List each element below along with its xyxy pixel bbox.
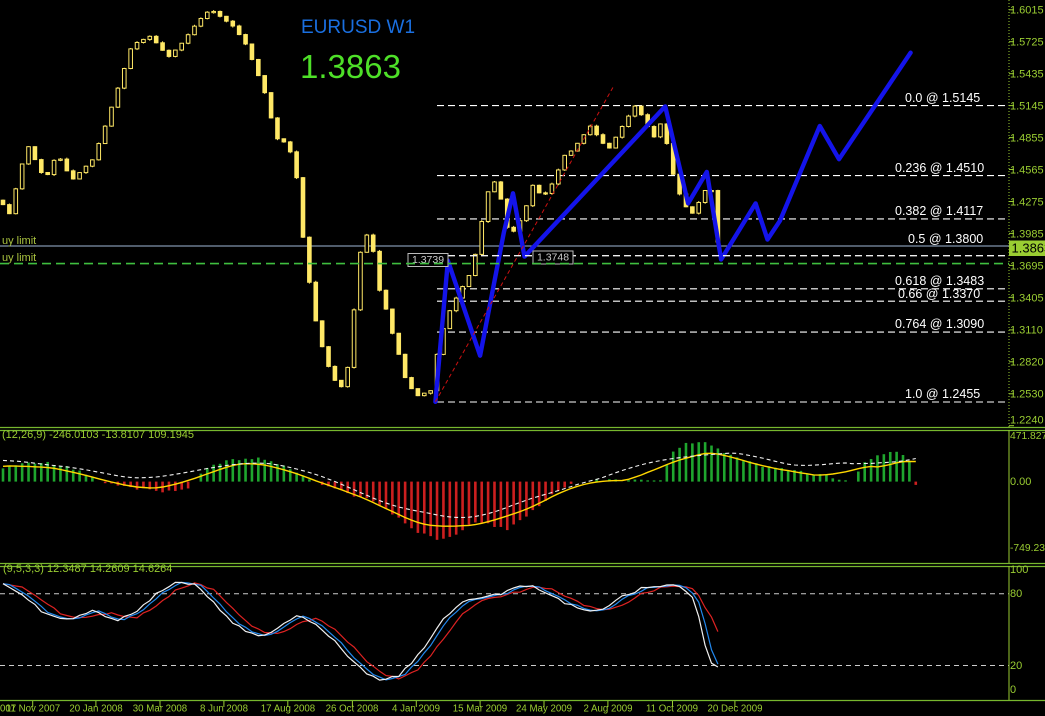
svg-text:1.3863: 1.3863: [300, 48, 401, 85]
svg-text:-749.237: -749.237: [1010, 543, 1045, 554]
svg-text:11 Oct 2009: 11 Oct 2009: [646, 704, 698, 715]
svg-text:EURUSD W1: EURUSD W1: [301, 17, 415, 38]
svg-text:8 Jun 2008: 8 Jun 2008: [200, 704, 248, 715]
svg-text:uy limit: uy limit: [2, 235, 36, 247]
svg-text:D (9,5,3,3) 12.3487 14.2609 14: D (9,5,3,3) 12.3487 14.2609 14.6264: [0, 563, 172, 575]
svg-text:1.4275: 1.4275: [1010, 197, 1044, 209]
svg-text:0.0 @ 1.5145: 0.0 @ 1.5145: [905, 91, 980, 105]
svg-text:1.5435: 1.5435: [1010, 69, 1044, 81]
svg-text:26 Oct 2008: 26 Oct 2008: [326, 704, 379, 715]
svg-text:1.4855: 1.4855: [1010, 133, 1044, 145]
svg-text:15 Mar 2009: 15 Mar 2009: [453, 704, 507, 715]
svg-text:1.3985: 1.3985: [1010, 229, 1044, 241]
svg-text:1.6015: 1.6015: [1010, 5, 1044, 17]
svg-text:0.764 @ 1.3090: 0.764 @ 1.3090: [895, 317, 984, 331]
svg-text:0.5 @ 1.3800: 0.5 @ 1.3800: [908, 232, 983, 246]
svg-text:471.827: 471.827: [1010, 431, 1045, 442]
svg-text:30 Mar 2008: 30 Mar 2008: [133, 704, 187, 715]
svg-text:20: 20: [1010, 660, 1022, 672]
svg-text:1.4565: 1.4565: [1010, 165, 1044, 177]
svg-text:4 Jan 2009: 4 Jan 2009: [392, 704, 440, 715]
svg-text:1.2820: 1.2820: [1010, 357, 1044, 369]
svg-text:1.2530: 1.2530: [1010, 389, 1044, 401]
svg-text:0.236 @ 1.4510: 0.236 @ 1.4510: [895, 161, 984, 175]
svg-text:0: 0: [1010, 684, 1016, 696]
svg-text:1.0 @ 1.2455: 1.0 @ 1.2455: [905, 387, 980, 401]
svg-text:(12,26,9) -246.0103 -13.8107 1: (12,26,9) -246.0103 -13.8107 109.1945: [2, 429, 194, 441]
svg-text:17 Aug 2008: 17 Aug 2008: [261, 704, 315, 715]
svg-text:1.5145: 1.5145: [1010, 101, 1044, 113]
svg-text:20 Dec 2009: 20 Dec 2009: [708, 704, 763, 715]
svg-text:20 Jan 2008: 20 Jan 2008: [69, 704, 122, 715]
svg-text:1.3748: 1.3748: [537, 252, 569, 264]
svg-text:0.00: 0.00: [1010, 476, 1031, 488]
svg-text:1.3695: 1.3695: [1010, 261, 1044, 273]
svg-text:uy limit: uy limit: [2, 252, 36, 264]
svg-text:1.3110: 1.3110: [1010, 325, 1043, 337]
svg-text:1.5725: 1.5725: [1010, 37, 1044, 49]
svg-text:80: 80: [1010, 588, 1022, 600]
svg-text:2 Aug 2009: 2 Aug 2009: [583, 704, 632, 715]
svg-text:100: 100: [1010, 564, 1028, 576]
svg-text:1.3405: 1.3405: [1010, 293, 1044, 305]
svg-text:0.382 @ 1.4117: 0.382 @ 1.4117: [895, 204, 983, 218]
svg-text:1.3863: 1.3863: [1012, 241, 1045, 256]
svg-text:24 May 2009: 24 May 2009: [516, 704, 572, 715]
svg-text:11 Nov 2007: 11 Nov 2007: [6, 704, 60, 715]
svg-text:0.66 @ 1.3370: 0.66 @ 1.3370: [898, 287, 980, 301]
svg-text:1.2240: 1.2240: [1010, 415, 1044, 427]
svg-text:0.618 @ 1.3483: 0.618 @ 1.3483: [895, 274, 984, 288]
